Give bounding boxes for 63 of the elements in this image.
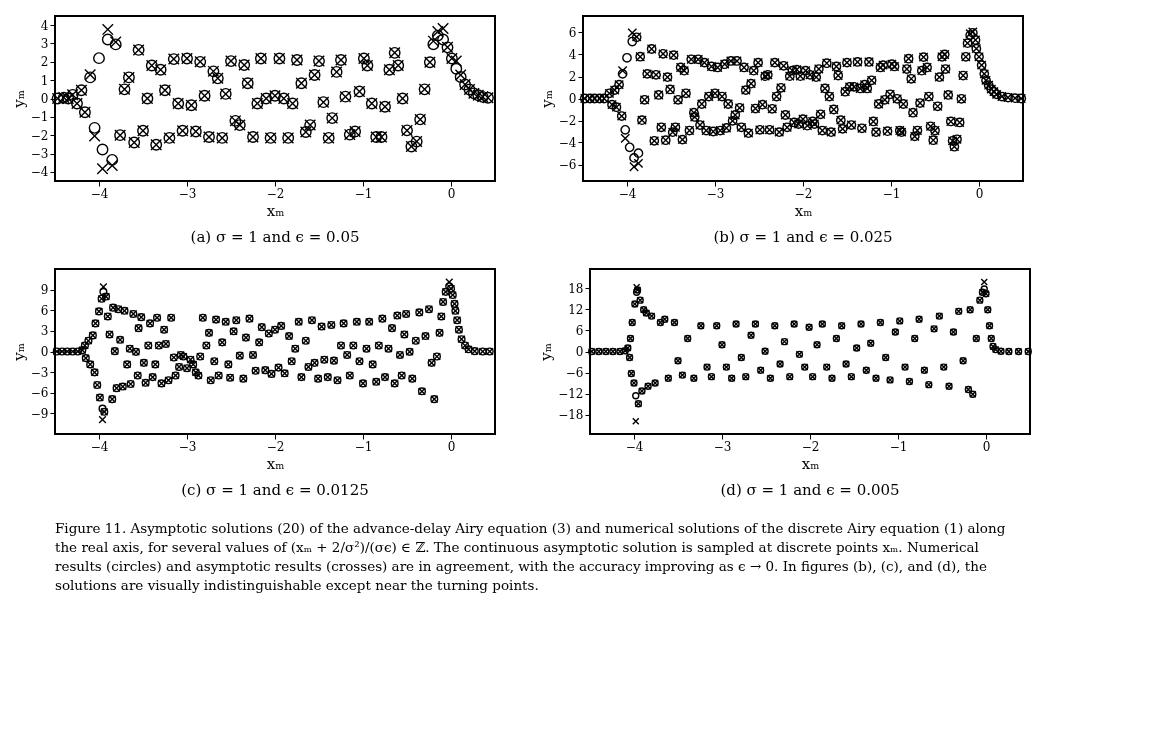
y-tick-label: 4 — [40, 18, 49, 33]
x-tick-label: −2 — [266, 439, 285, 454]
x-tick-label: −1 — [354, 186, 373, 201]
x-tick-label: −1 — [889, 439, 908, 454]
y-tick-label: 12 — [568, 302, 584, 317]
y-tick-label: 6 — [568, 26, 577, 40]
x-tick-label: −2 — [794, 186, 813, 201]
x-tick-label: −3 — [178, 439, 197, 454]
x-tick-label: −4 — [90, 439, 109, 454]
text: (b) σ = 1 and ϵ = 0.025 — [713, 228, 893, 246]
y-tick-label: 6 — [40, 303, 49, 318]
y-tick-label: 0 — [568, 92, 577, 106]
y-tick-label: 9 — [40, 283, 49, 298]
x-tick-label: −2 — [801, 439, 820, 454]
y-tick-label: −1 — [30, 110, 49, 125]
y-tick-label: 3 — [40, 324, 49, 339]
x-tick-label: −3 — [706, 186, 725, 201]
y-tick-label: −2 — [30, 128, 49, 143]
y-tick-label: 0 — [575, 345, 584, 359]
y-tick-label: −4 — [558, 136, 577, 150]
y-tick-label: −9 — [30, 406, 49, 421]
x-tick-label: 0 — [982, 439, 991, 454]
y-tick-label: 4 — [568, 48, 577, 62]
y-tick-label: −18 — [558, 408, 584, 423]
x-tick-label: −4 — [618, 186, 637, 201]
y-axis-title: yₘ — [9, 343, 28, 362]
y-axis-title: yₘ — [9, 90, 28, 109]
x-tick-label: 0 — [447, 439, 456, 454]
y-tick-label: −4 — [30, 165, 49, 180]
y-tick-label: 3 — [40, 37, 49, 51]
y-tick-label: −6 — [30, 386, 49, 401]
x-tick-label: −3 — [178, 186, 197, 201]
x-tick-label: 0 — [975, 186, 984, 201]
x-axis-title: xₘ — [266, 454, 285, 473]
y-tick-label: 18 — [568, 281, 584, 296]
text: (d) σ = 1 and ϵ = 0.005 — [720, 481, 900, 499]
x-tick-label: 0 — [447, 186, 456, 201]
y-tick-label: −2 — [558, 114, 577, 128]
y-tick-label: 2 — [40, 55, 49, 70]
x-tick-label: −1 — [882, 186, 901, 201]
x-tick-label: −1 — [354, 439, 373, 454]
x-axis-title: xₘ — [801, 454, 820, 473]
y-tick-label: −6 — [558, 158, 577, 172]
text: (a) σ = 1 and ϵ = 0.05 — [190, 228, 360, 246]
y-tick-label: −6 — [565, 366, 584, 381]
x-tick-label: −4 — [90, 186, 109, 201]
x-tick-label: −3 — [713, 439, 732, 454]
y-tick-label: −3 — [30, 147, 49, 161]
x-tick-label: −4 — [625, 439, 644, 454]
x-axis-title: xₘ — [266, 201, 285, 220]
caption: Figure 11. Asymptotic solutions (20) of the advance-delay Airy equation (3) and numerical solutions of the discrete Airy equation (1) along the real axis, for several values of (xₘ + 2/σ²)/(σϵ) ∈ ℤ. The continuous asymptotic solution is sampled at discrete points xₘ. Numerical results (circles) and asymptotic results (crosses) are in agreement, with the accuracy improving as ϵ → 0. In figures (b), (c), and (d), the solutions are visually indistinguishable except near the turning points. — [55, 520, 1006, 593]
y-tick-label: 2 — [568, 70, 577, 84]
y-tick-label: 1 — [40, 73, 49, 88]
y-axis-title: yₘ — [537, 90, 556, 109]
y-tick-label: −12 — [558, 387, 584, 402]
y-tick-label: 0 — [40, 345, 49, 359]
y-tick-label: 0 — [40, 92, 49, 106]
text: (c) σ = 1 and ϵ = 0.0125 — [181, 481, 369, 499]
y-axis-title: yₘ — [537, 343, 556, 362]
y-tick-label: −3 — [30, 365, 49, 380]
x-axis-title: xₘ — [794, 201, 813, 220]
x-tick-label: −2 — [266, 186, 285, 201]
y-tick-label: 6 — [575, 323, 584, 338]
